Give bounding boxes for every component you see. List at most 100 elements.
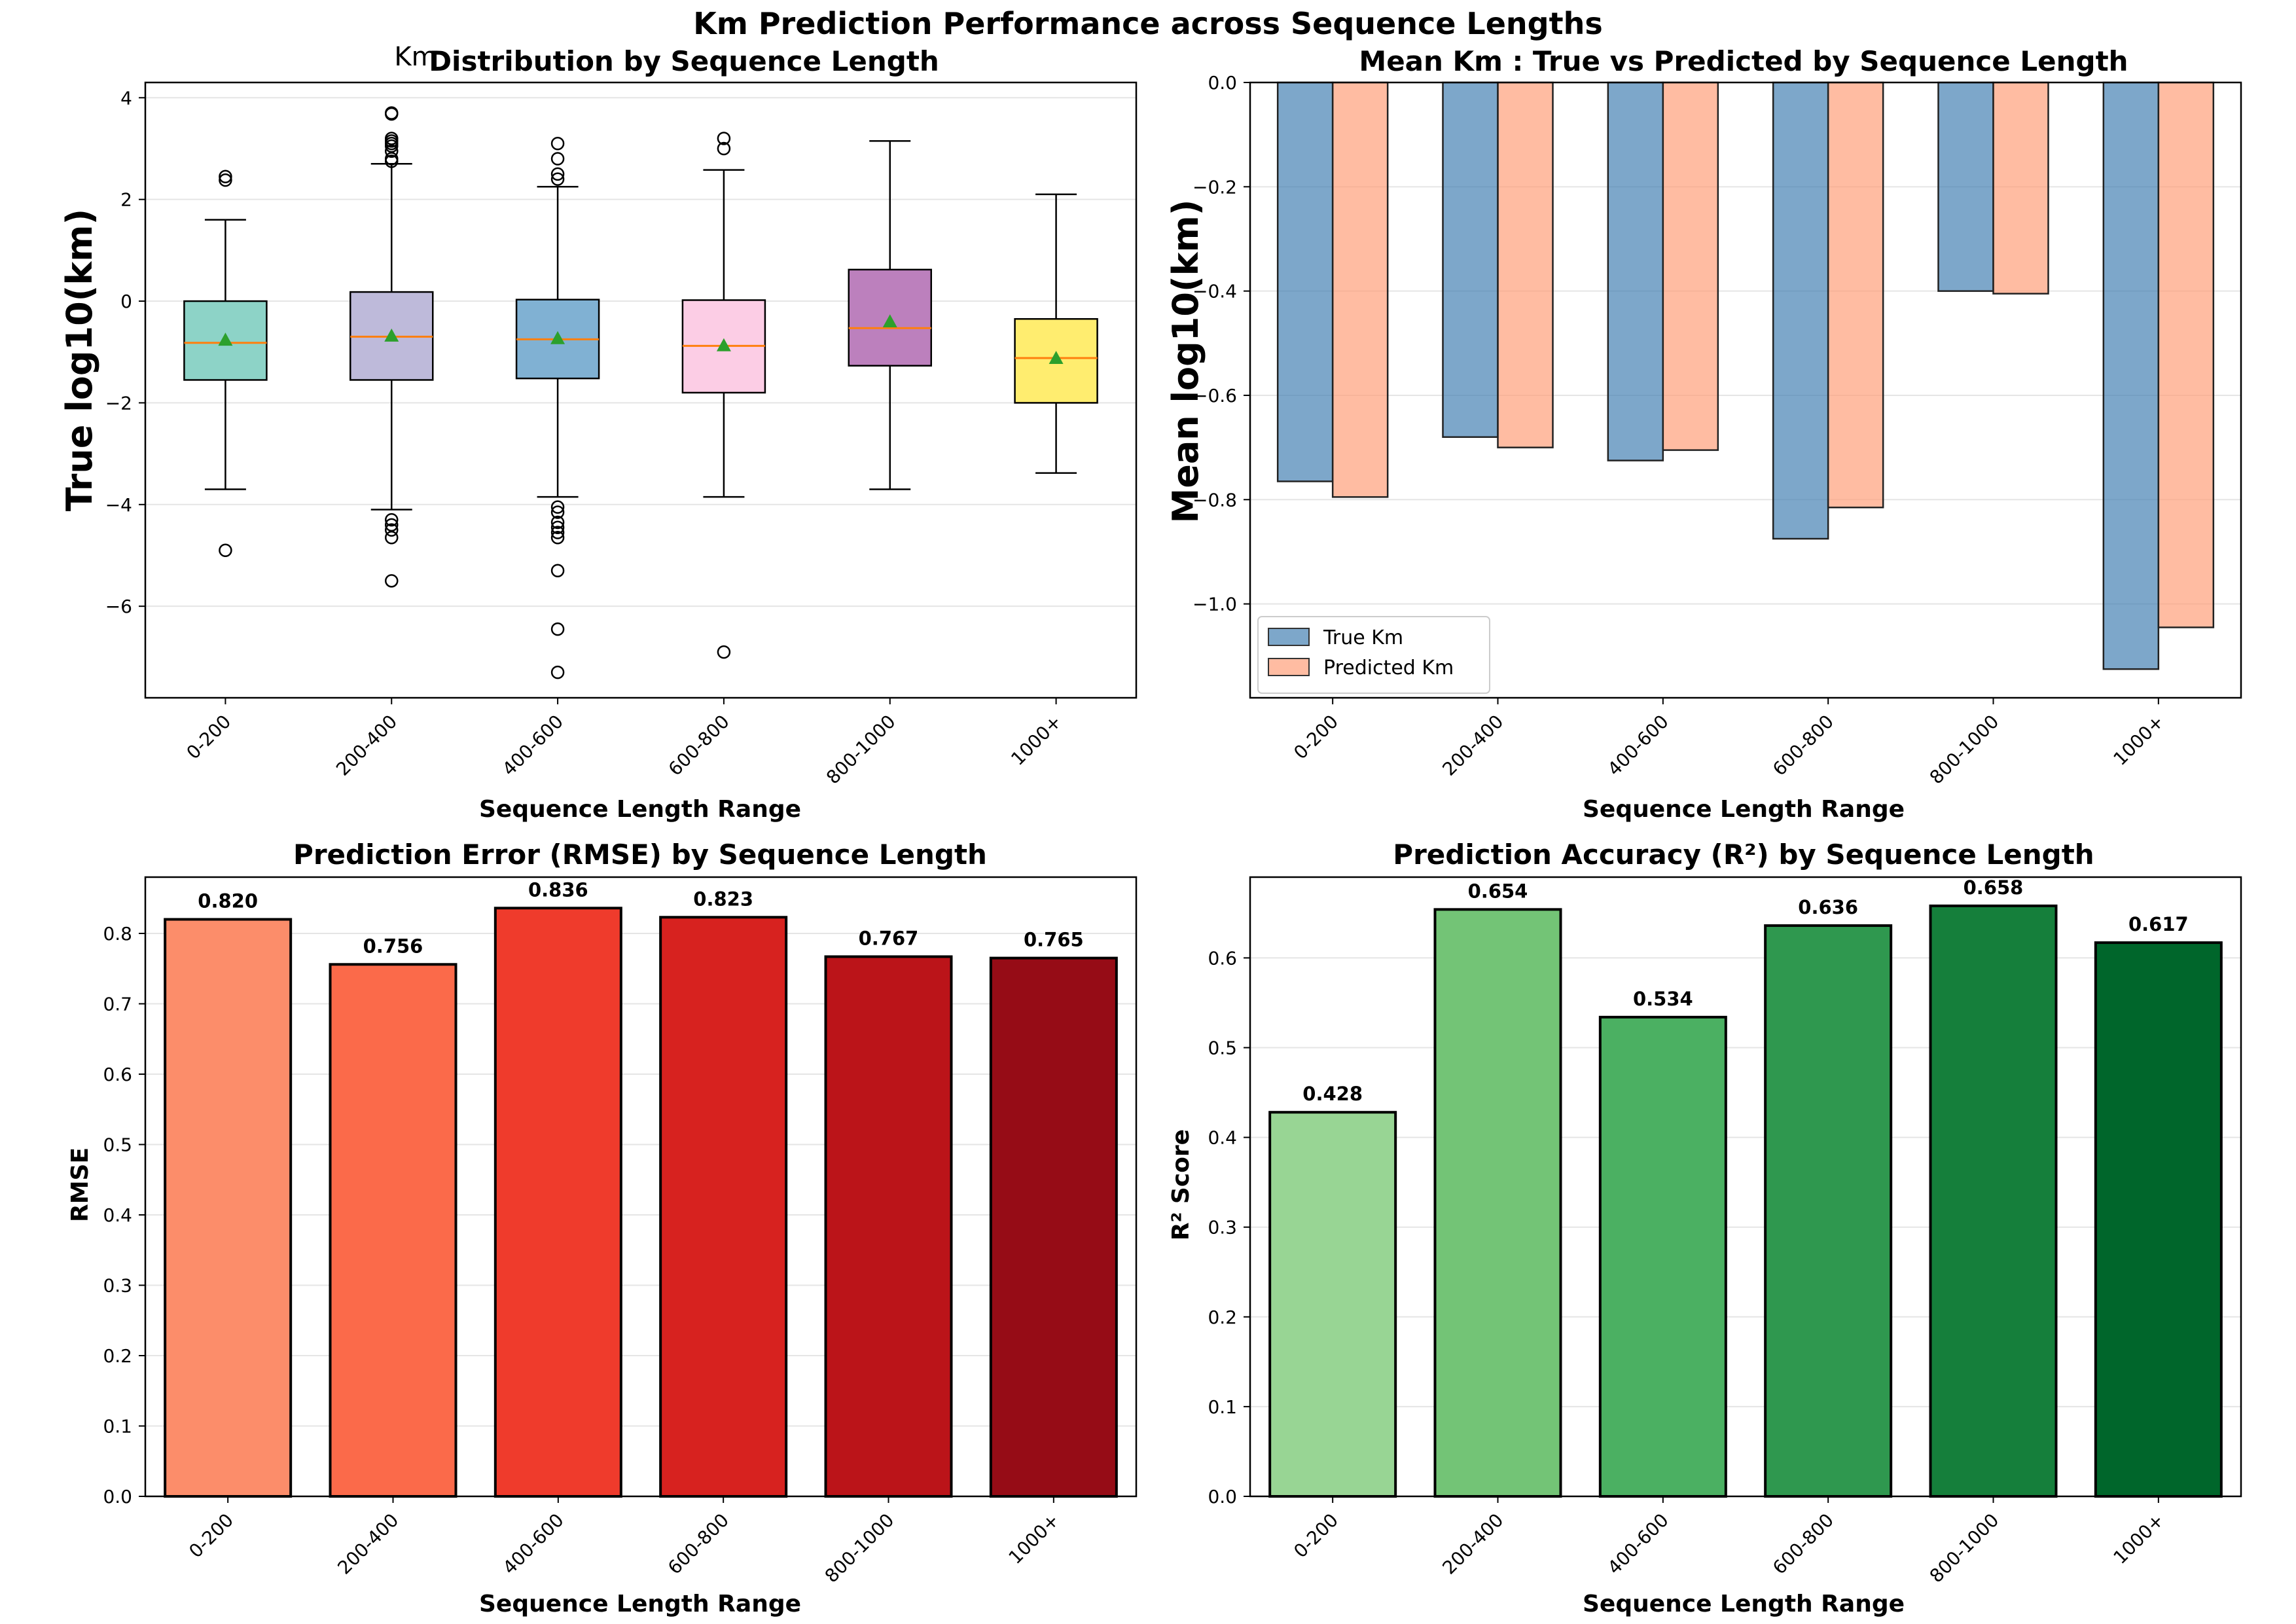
rmse-value-label: 0.767 (859, 927, 919, 949)
predicted-bar (2157, 81, 2215, 628)
outlier-point (550, 564, 565, 578)
x-tick-label: 0-200 (182, 711, 235, 764)
y-tick-label: 0.8 (103, 923, 132, 945)
figure-title: Km Prediction Performance across Sequenc… (693, 6, 1602, 41)
x-tick-label: 800-1000 (821, 1509, 899, 1587)
axes-frame (1249, 81, 2242, 699)
boxplot-title-prefix: Km (394, 42, 437, 72)
r2-bar (1268, 1111, 1397, 1498)
mean-marker (384, 328, 399, 342)
rmse-value-label: 0.756 (363, 935, 423, 957)
outlier-point (550, 665, 565, 679)
x-tick-label: 600-800 (664, 711, 734, 780)
axes-frame (144, 876, 1138, 1498)
legend-label-true: True Km (1323, 626, 1403, 649)
x-tick-label: 1000+ (2109, 1509, 2168, 1568)
x-tick-label: 800-1000 (822, 711, 900, 789)
x-tick-label: 0-200 (185, 1509, 238, 1562)
rmse-bar (164, 918, 293, 1498)
rmse-bar (493, 907, 622, 1498)
y-tick-label: −2 (105, 392, 132, 414)
r2-value-label: 0.428 (1302, 1083, 1363, 1105)
predicted-bar (1992, 81, 2049, 295)
outlier-point (717, 132, 731, 145)
boxplot-panel: Km Distribution by Sequence Length Seque… (59, 42, 1138, 823)
legend-swatch-true (1268, 628, 1310, 646)
predicted-bar (1827, 81, 1884, 509)
legend-label-predicted: Predicted Km (1323, 657, 1454, 679)
y-tick-label: 0.2 (1208, 1307, 1237, 1328)
outlier-point (550, 515, 565, 530)
predicted-bar (1497, 81, 1554, 448)
y-tick-label: 4 (120, 87, 132, 109)
mean-marker (882, 314, 897, 328)
x-tick-label: 200-400 (332, 711, 401, 780)
y-tick-label: −6 (105, 596, 132, 617)
y-tick-label: 0.3 (1208, 1217, 1237, 1238)
y-tick-label: 0.3 (103, 1275, 132, 1297)
mean-marker (218, 333, 233, 346)
x-tick-label: 800-1000 (1926, 1509, 2003, 1587)
r2-bar (1764, 924, 1893, 1498)
legend: True Km Predicted Km (1257, 616, 1490, 694)
y-tick-label: 0.1 (103, 1416, 132, 1437)
x-tick-label: 600-800 (664, 1509, 733, 1579)
predicted-bar (1662, 81, 1719, 451)
outlier-point (219, 170, 232, 183)
outlier-point (385, 523, 399, 537)
x-tick-label: 400-600 (1604, 711, 1673, 780)
x-tick-label: 1000+ (2109, 711, 2168, 770)
y-tick-label: 2 (120, 189, 132, 211)
mean-bar-title: Mean Km : True vs Predicted by Sequence … (1359, 45, 2128, 77)
x-tick-label: 400-600 (498, 711, 567, 780)
boxplot-ylabel: True log10(km) (59, 209, 100, 511)
y-tick-label: 0.2 (103, 1345, 132, 1367)
y-tick-label: 0.4 (1208, 1127, 1237, 1149)
rmse-xlabel: Sequence Length Range (479, 1591, 801, 1617)
rmse-value-label: 0.836 (528, 878, 588, 901)
rmse-bar (329, 963, 457, 1498)
x-tick-label: 200-400 (333, 1509, 403, 1579)
outlier-point (550, 520, 565, 535)
rmse-title: Prediction Error (RMSE) by Sequence Leng… (293, 839, 987, 871)
y-tick-label: −1.0 (1193, 594, 1237, 615)
true-bar (1442, 81, 1499, 438)
y-tick-label: 0.1 (1208, 1396, 1237, 1418)
outlier-point (550, 505, 565, 519)
rmse-bar (824, 955, 953, 1498)
x-tick-label: 400-600 (499, 1509, 568, 1579)
x-tick-label: 600-800 (1768, 711, 1838, 780)
legend-box (1257, 616, 1490, 694)
y-tick-label: 0.5 (103, 1134, 132, 1156)
r2-ylabel: R² Score (1168, 1129, 1194, 1240)
boxplot-title: Distribution by Sequence Length (429, 45, 939, 77)
r2-bar (2094, 941, 2223, 1498)
y-tick-label: 0.0 (1208, 72, 1237, 94)
outlier-point (385, 518, 399, 532)
box-800-1000 (848, 268, 932, 367)
r2-value-label: 0.654 (1468, 880, 1528, 902)
boxplot-xlabel: Sequence Length Range (479, 796, 801, 823)
rmse-bar (659, 916, 788, 1498)
outlier-point (385, 154, 399, 168)
outlier-point (385, 144, 399, 158)
rmse-value-label: 0.820 (198, 890, 258, 912)
y-tick-label: 0.7 (103, 994, 132, 1015)
y-tick-label: 0.6 (1208, 947, 1237, 969)
outlier-point (717, 141, 731, 156)
x-tick-label: 200-400 (1438, 1509, 1507, 1579)
y-tick-label: 0.6 (103, 1064, 132, 1085)
x-tick-label: 0-200 (1289, 1509, 1342, 1562)
outlier-point (219, 543, 232, 557)
mean-bar-xlabel: Sequence Length Range (1583, 796, 1905, 823)
axes-frame (1249, 876, 2242, 1498)
mean-marker (1049, 351, 1064, 365)
rmse-bar-panel: Prediction Error (RMSE) by Sequence Leng… (67, 839, 1138, 1617)
r2-xlabel: Sequence Length Range (1583, 1591, 1905, 1617)
r2-bar-panel: Prediction Accuracy (R²) by Sequence Len… (1168, 839, 2242, 1617)
x-tick-label: 200-400 (1438, 711, 1507, 780)
x-tick-label: 400-600 (1604, 1509, 1673, 1579)
legend-swatch-predicted (1268, 658, 1310, 676)
outlier-point (550, 622, 565, 636)
r2-bar (1433, 908, 1562, 1498)
